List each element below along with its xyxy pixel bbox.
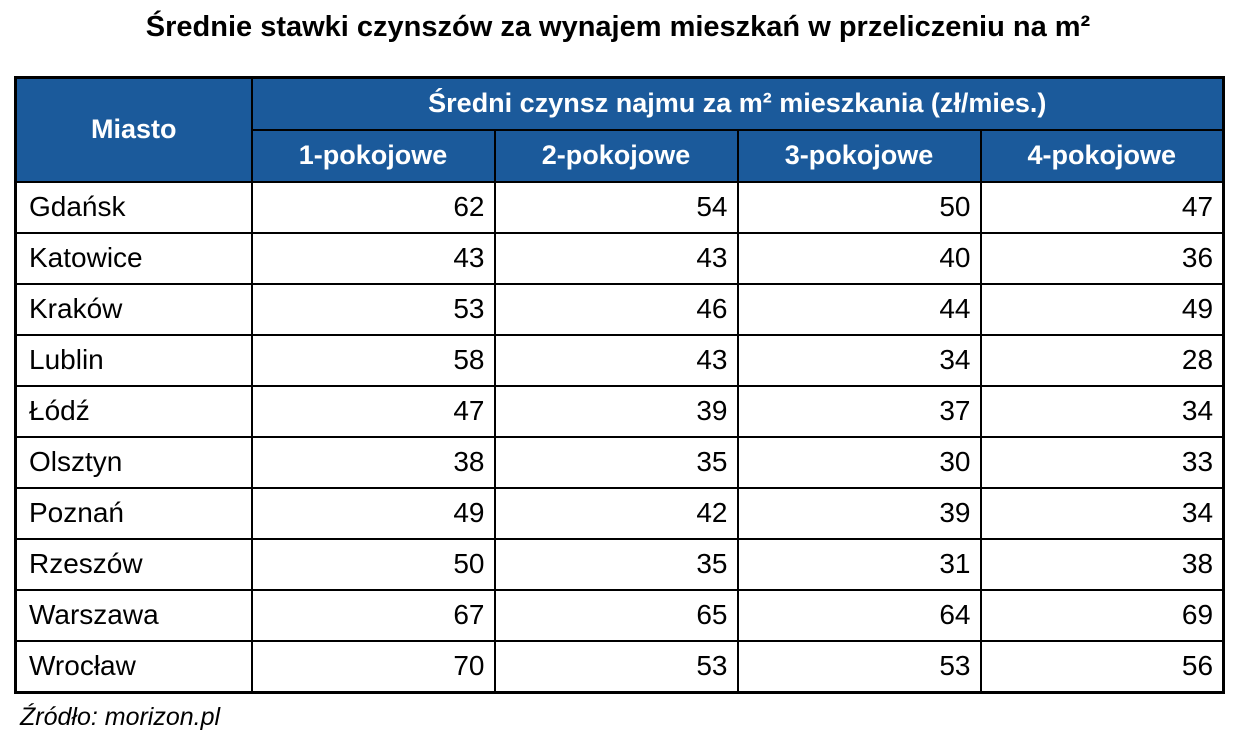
value-cell: 50: [250, 537, 496, 591]
column-header-2-pokojowe: 2-pokojowe: [493, 128, 739, 183]
table-row: Łódź 47 39 37 34: [14, 384, 1225, 438]
value-cell: 44: [736, 282, 982, 336]
value-cell: 53: [250, 282, 496, 336]
value-cell: 49: [250, 486, 496, 540]
value-cell: 53: [493, 639, 739, 694]
value-cell: 43: [250, 231, 496, 285]
city-cell: Lublin: [14, 333, 253, 387]
source-note: Źródło: morizon.pl: [20, 702, 221, 731]
value-cell: 50: [736, 180, 982, 234]
value-cell: 33: [979, 435, 1225, 489]
column-header-3-pokojowe: 3-pokojowe: [736, 128, 982, 183]
value-cell: 34: [979, 384, 1225, 438]
value-cell: 43: [493, 333, 739, 387]
value-cell: 46: [493, 282, 739, 336]
value-cell: 36: [979, 231, 1225, 285]
value-cell: 64: [736, 588, 982, 642]
value-cell: 40: [736, 231, 982, 285]
value-cell: 38: [250, 435, 496, 489]
value-cell: 35: [493, 537, 739, 591]
value-cell: 62: [250, 180, 496, 234]
corner-header-miasto: Miasto: [14, 76, 253, 183]
city-cell: Kraków: [14, 282, 253, 336]
value-cell: 35: [493, 435, 739, 489]
group-header: Średni czynsz najmu za m² mieszkania (zł…: [250, 76, 1225, 131]
value-cell: 65: [493, 588, 739, 642]
value-cell: 38: [979, 537, 1225, 591]
value-cell: 56: [979, 639, 1225, 694]
column-header-4-pokojowe: 4-pokojowe: [979, 128, 1225, 183]
city-cell: Warszawa: [14, 588, 253, 642]
value-cell: 42: [493, 486, 739, 540]
table-row: Kraków 53 46 44 49: [14, 282, 1225, 336]
value-cell: 53: [736, 639, 982, 694]
table-row: Rzeszów 50 35 31 38: [14, 537, 1225, 591]
value-cell: 39: [493, 384, 739, 438]
value-cell: 34: [736, 333, 982, 387]
value-cell: 58: [250, 333, 496, 387]
table-row: Lublin 58 43 34 28: [14, 333, 1225, 387]
city-cell: Wrocław: [14, 639, 253, 694]
city-cell: Rzeszów: [14, 537, 253, 591]
city-cell: Gdańsk: [14, 180, 253, 234]
value-cell: 39: [736, 486, 982, 540]
table-row: Olsztyn 38 35 30 33: [14, 435, 1225, 489]
value-cell: 43: [493, 231, 739, 285]
city-cell: Katowice: [14, 231, 253, 285]
value-cell: 31: [736, 537, 982, 591]
column-header-1-pokojowe: 1-pokojowe: [250, 128, 496, 183]
table-row: Poznań 49 42 39 34: [14, 486, 1225, 540]
table-row: Katowice 43 43 40 36: [14, 231, 1225, 285]
value-cell: 47: [979, 180, 1225, 234]
table-row: Warszawa 67 65 64 69: [14, 588, 1225, 642]
value-cell: 28: [979, 333, 1225, 387]
value-cell: 54: [493, 180, 739, 234]
rent-rates-table: Miasto Średni czynsz najmu za m² mieszka…: [14, 75, 1226, 694]
city-cell: Poznań: [14, 486, 253, 540]
value-cell: 47: [250, 384, 496, 438]
page-title: Średnie stawki czynszów za wynajem miesz…: [145, 11, 1091, 43]
value-cell: 69: [979, 588, 1225, 642]
table-header-row-group: Miasto Średni czynsz najmu za m² mieszka…: [14, 76, 1225, 183]
table-header-row-columns: 1-pokojowe 2-pokojowe 3-pokojowe 4-pokoj…: [16, 128, 1225, 183]
value-cell: 67: [250, 588, 496, 642]
table-row: Wrocław 70 53 53 56: [14, 639, 1225, 694]
value-cell: 70: [250, 639, 496, 694]
city-cell: Łódź: [14, 384, 253, 438]
city-cell: Olsztyn: [14, 435, 253, 489]
value-cell: 49: [979, 282, 1225, 336]
value-cell: 30: [736, 435, 982, 489]
table-row: Gdańsk 62 54 50 47: [14, 180, 1225, 234]
value-cell: 34: [979, 486, 1225, 540]
value-cell: 37: [736, 384, 982, 438]
